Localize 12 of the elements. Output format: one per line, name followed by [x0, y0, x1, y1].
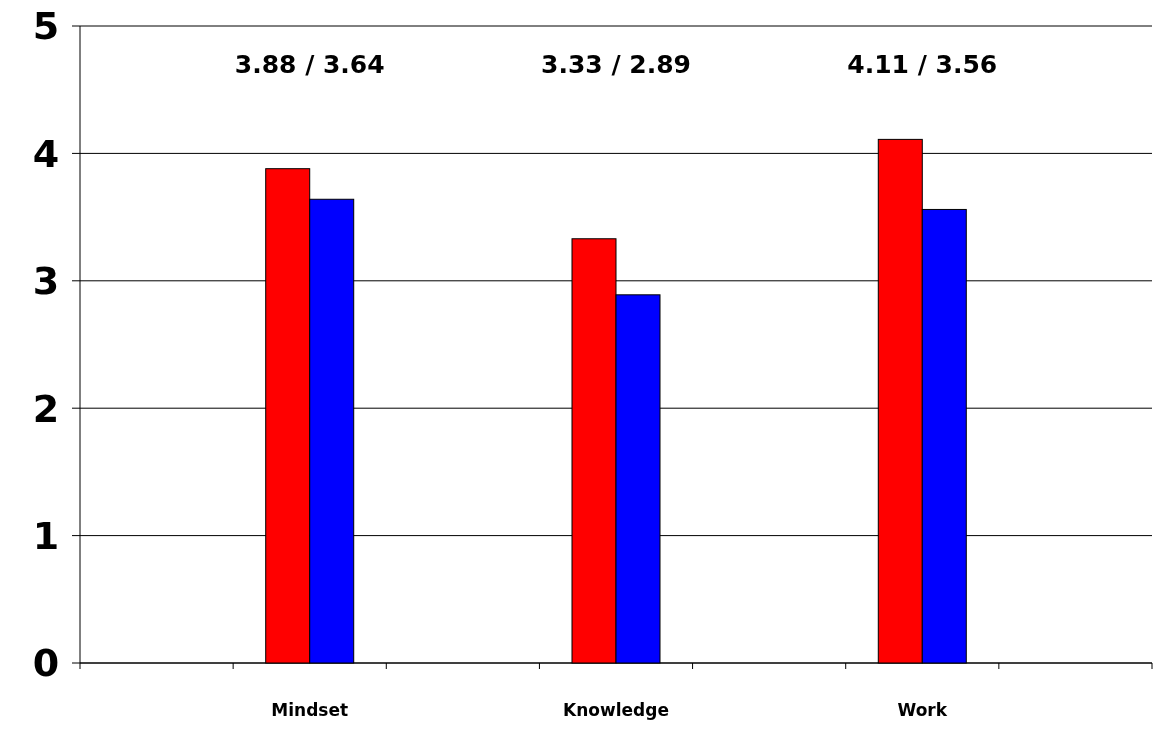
- annotation: 3.33 / 2.89: [541, 49, 691, 79]
- y-tick-label: 3: [32, 259, 60, 304]
- x-tick-label: Work: [897, 700, 948, 720]
- y-tick-label: 4: [32, 131, 60, 176]
- y-tick-label: 5: [32, 4, 60, 49]
- y-tick-label: 2: [32, 386, 60, 431]
- y-tick-label: 1: [32, 513, 60, 558]
- x-tick-label: Mindset: [271, 700, 349, 720]
- x-tick-label: Knowledge: [563, 700, 669, 720]
- annotation: 3.88 / 3.64: [234, 49, 385, 79]
- y-tick-label: 0: [32, 641, 60, 686]
- annotation: 4.11 / 3.56: [847, 49, 998, 79]
